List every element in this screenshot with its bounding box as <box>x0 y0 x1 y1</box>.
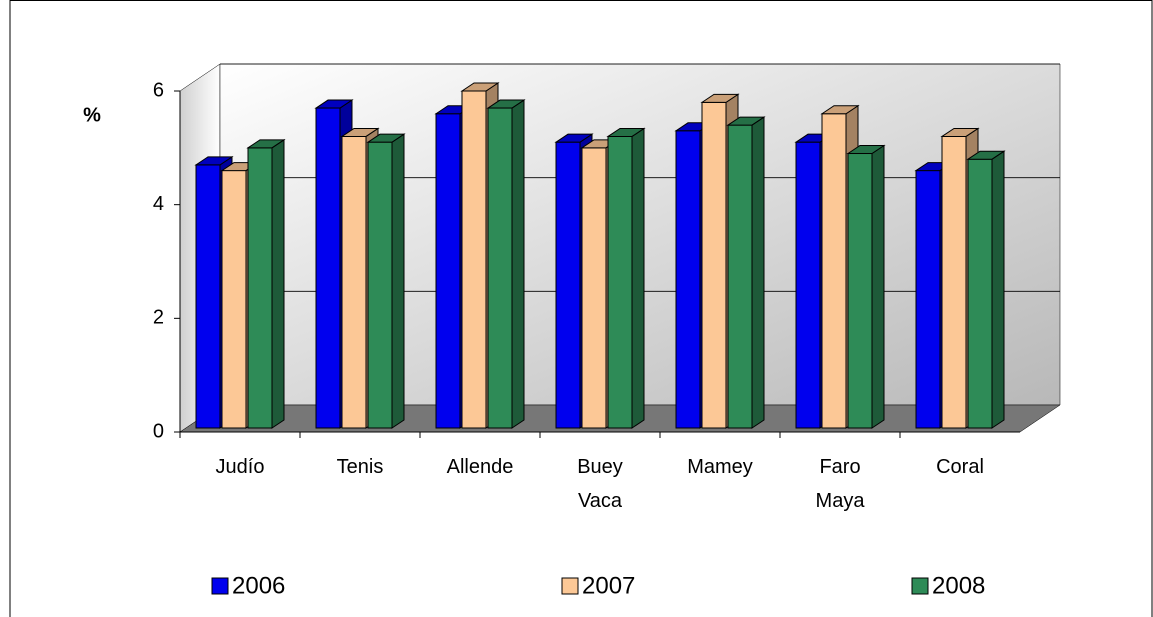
legend-swatch <box>211 577 229 595</box>
bar <box>966 150 1006 429</box>
legend-label: 2007 <box>582 572 635 599</box>
bar <box>726 116 766 429</box>
legend-swatch <box>561 577 579 595</box>
legend-label: 2008 <box>932 572 985 599</box>
x-tick-label: Tenis <box>336 456 384 478</box>
frame <box>9 0 1153 617</box>
legend-swatch <box>911 577 929 595</box>
legend-label: 2006 <box>232 572 285 599</box>
x-tick-label: Coral <box>936 456 984 478</box>
y-tick-label: 6 <box>153 79 164 101</box>
bar <box>246 138 286 429</box>
y-tick-label: 4 <box>153 193 164 215</box>
bar <box>366 133 406 429</box>
y-axis-label: % <box>83 104 101 126</box>
bar <box>846 144 886 429</box>
x-tick-label: Mamey <box>687 456 753 478</box>
bar <box>606 127 646 429</box>
x-tick-label: Buey Vaca <box>577 456 623 512</box>
x-tick-label: Judío <box>215 456 265 478</box>
x-tick-label: Allende <box>446 456 514 478</box>
y-tick-label: 0 <box>153 420 164 442</box>
bar <box>460 82 500 429</box>
y-tick-label: 2 <box>153 307 164 329</box>
bar <box>486 99 526 429</box>
x-tick-label: Faro Maya <box>815 456 865 512</box>
